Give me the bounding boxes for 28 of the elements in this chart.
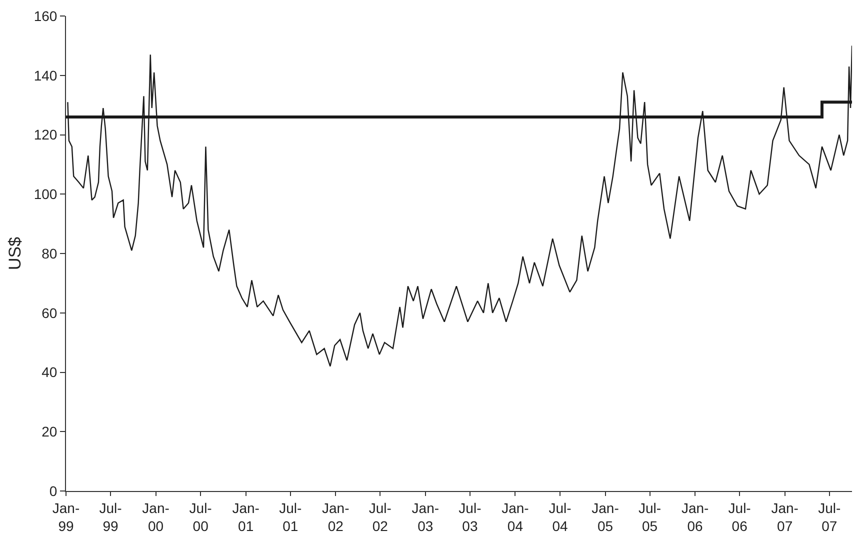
x-tick-label: Jan- 04 <box>502 500 530 534</box>
y-tick-label: 140 <box>34 67 58 84</box>
x-tick-label: Jul- 04 <box>548 500 572 534</box>
y-tick-label: 160 <box>34 8 58 24</box>
y-axis-title: US$ <box>5 236 24 270</box>
y-tick-label: 60 <box>42 304 58 321</box>
x-tick-label: Jan- 99 <box>52 500 80 534</box>
x-tick-label: Jul- 01 <box>279 500 302 534</box>
x-tick-label: Jul- 02 <box>368 500 392 534</box>
y-tick-label: 40 <box>42 364 58 380</box>
y-tick-label: 120 <box>34 126 58 143</box>
x-tick-label: Jan- 05 <box>592 500 620 534</box>
x-tick-label: Jan- 00 <box>142 500 170 534</box>
x-tick-label: Jul- 05 <box>638 500 662 534</box>
x-tick-label: Jul- 07 <box>818 500 841 534</box>
y-tick-label: 100 <box>34 186 58 202</box>
x-tick-label: Jul- 00 <box>189 500 212 534</box>
x-tick-label: Jan- 06 <box>681 500 710 534</box>
y-tick-label: 20 <box>42 424 58 440</box>
x-tick-label: Jul- 03 <box>458 500 482 534</box>
x-tick-label: Jul- 99 <box>99 500 122 534</box>
x-tick-label: Jan- 02 <box>322 500 350 534</box>
x-tick-label: Jan- 03 <box>412 500 440 534</box>
y-tick-label: 0 <box>49 482 58 499</box>
x-tick-label: Jul- 06 <box>728 500 752 534</box>
x-tick-label: Jan- 01 <box>232 500 260 534</box>
y-tick-label: 80 <box>42 245 58 262</box>
x-tick-label: Jan- 07 <box>771 500 799 534</box>
